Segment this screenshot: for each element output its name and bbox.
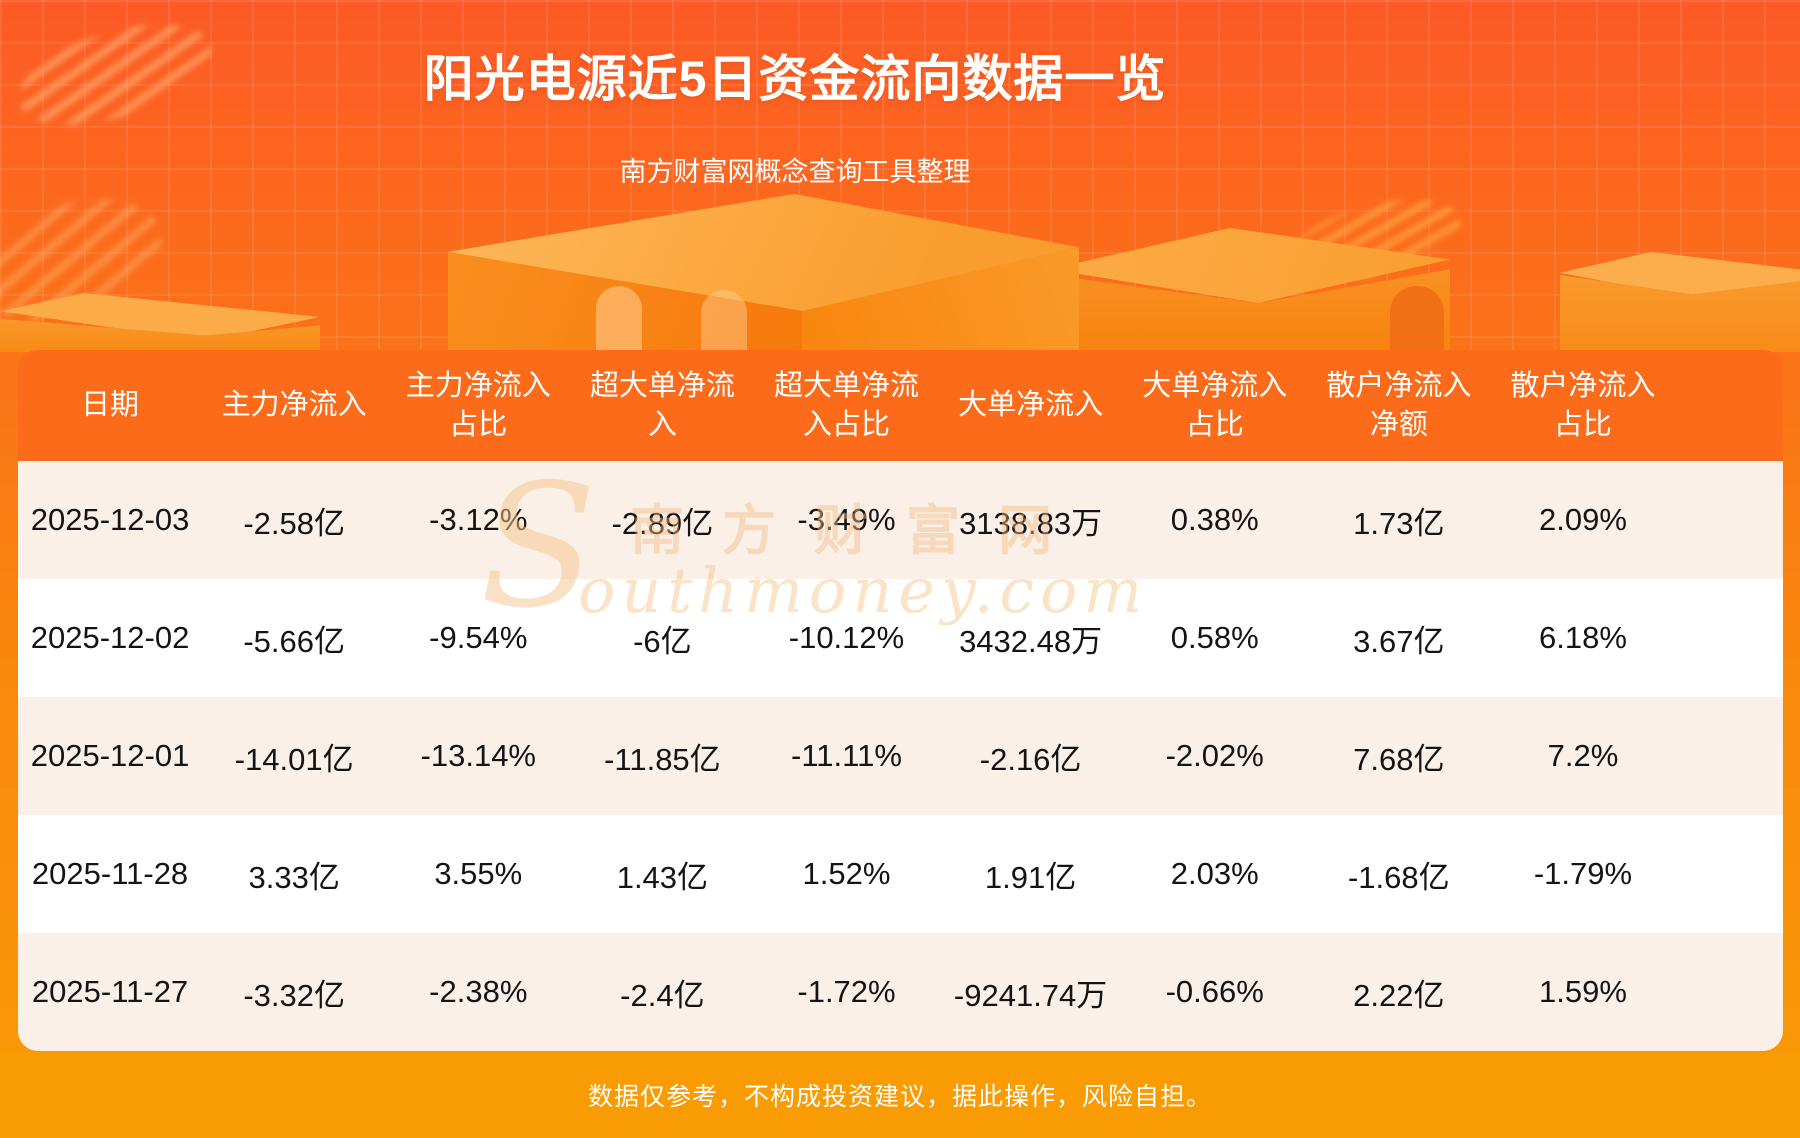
- table-cell: -6亿: [633, 623, 692, 659]
- table-cell: -14.01亿: [234, 741, 354, 777]
- table-cell: 3.67亿: [1353, 623, 1445, 659]
- table-cell: 1.91亿: [984, 859, 1077, 895]
- table-cell: -1.72%: [797, 974, 896, 1009]
- table-cell: -2.89亿: [611, 505, 714, 541]
- fund-flow-table: 日期 主力净流入 主力净流入 占比 超大单净流 入超大单净流 入占比 大单净流入 大单净流…: [18, 350, 1783, 1051]
- table-cell: -0.66%: [1165, 974, 1264, 1009]
- table-cell: 1.59%: [1538, 974, 1627, 1009]
- table-header-cell: 超大单净流 入: [589, 369, 735, 441]
- table-cell: -3.32亿: [243, 977, 345, 1013]
- table-cell: -9.54%: [429, 620, 528, 655]
- table-cell: 1.52%: [802, 856, 891, 891]
- table-cell: 2.09%: [1538, 502, 1627, 537]
- page-subtitle: 南方财富网概念查询工具整理: [619, 157, 971, 187]
- table-header-cell: 日期: [81, 389, 140, 421]
- table-header-cell: 散户净流入 占比: [1510, 369, 1656, 441]
- table-header-cell: 主力净流入: [221, 389, 367, 421]
- table-cell: -5.66亿: [243, 623, 345, 659]
- footer-disclaimer: 数据仅参考，不构成投资建议，据此操作，风险自担。: [587, 1083, 1212, 1111]
- table-cell: 0.58%: [1170, 620, 1259, 655]
- table-cell: -2.02%: [1165, 738, 1264, 773]
- podium-arch-window: [596, 286, 642, 352]
- table-cell: 1.73亿: [1353, 505, 1445, 541]
- table-header-cell: 大单净流入: [958, 389, 1104, 421]
- table-cell: -13.14%: [420, 738, 536, 773]
- table-body: 2025-12-03 -2.58亿 -3.12% -2.89亿 -3.49% 3138.8…: [18, 461, 1783, 1051]
- table-row: 2025-11-28 3.33亿 3.55% 1.43亿 1.52% 1.91亿 2.03%…: [18, 815, 1783, 933]
- table-cell: 3.55%: [434, 856, 523, 891]
- table-cell: -11.85亿: [604, 741, 721, 777]
- table-cell: 2025-12-01: [30, 738, 190, 773]
- table-cell: -9241.74万: [953, 977, 1108, 1013]
- table-cell: -1.68亿: [1347, 859, 1450, 895]
- table-cell: 2.03%: [1170, 856, 1259, 891]
- table-cell: -2.58亿: [243, 505, 345, 541]
- table-cell: 7.2%: [1547, 738, 1619, 773]
- podium-arch-window-dark: [1390, 286, 1444, 352]
- table-cell: 2.22亿: [1353, 977, 1445, 1013]
- table-cell: -11.11%: [791, 738, 902, 773]
- table-header-cell: 散户净流入 净额: [1326, 369, 1472, 441]
- table-row: 2025-12-02 -5.66亿 -9.54% -6亿 -10.12% 3432.48万…: [18, 579, 1783, 697]
- table-cell: 7.68亿: [1353, 741, 1445, 777]
- table-cell: 2025-11-27: [31, 974, 189, 1009]
- table-header-cell: 大单净流入 占比: [1142, 369, 1288, 441]
- table-cell: 2025-12-02: [30, 620, 190, 655]
- table-cell: 2025-12-03: [30, 502, 190, 537]
- table-row: 2025-12-03 -2.58亿 -3.12% -2.89亿 -3.49% 3138.8…: [18, 461, 1783, 579]
- table-cell: -3.49%: [797, 502, 896, 537]
- table-cell: -2.16亿: [979, 741, 1082, 777]
- table-header-cell: 主力净流入 占比: [405, 369, 551, 441]
- table-cell: -2.4亿: [620, 977, 705, 1013]
- table-cell: 3.33亿: [248, 859, 340, 895]
- page-title: 阳光电源近5日资金流向数据一览: [423, 51, 1167, 107]
- podium-arch-window: [701, 290, 747, 352]
- table-cell: -3.12%: [429, 502, 528, 537]
- table-row: 2025-11-27 -3.32亿 -2.38% -2.4亿 -1.72% -9241.7…: [18, 933, 1783, 1051]
- table-cell: 3138.83万: [959, 505, 1103, 541]
- table-cell: -2.38%: [429, 974, 528, 1009]
- table-cell: 6.18%: [1538, 620, 1627, 655]
- table-row: 2025-12-01 -14.01亿 -13.14% -11.85亿 -11.11% -2…: [18, 697, 1783, 815]
- table-cell: -1.79%: [1533, 856, 1633, 891]
- table-cell: 2025-11-28: [31, 856, 189, 891]
- footer-band: 数据仅参考，不构成投资建议，据此操作，风险自担。: [0, 1052, 1800, 1138]
- table-header-row: 日期 主力净流入 主力净流入 占比 超大单净流 入超大单净流 入占比 大单净流入 大单净流…: [18, 350, 1783, 461]
- table-cell: 1.43亿: [616, 859, 709, 895]
- heading-block: 阳光电源近5日资金流向数据一览 南方财富网概念查询工具整理: [0, 0, 1590, 189]
- table-cell: 3432.48万: [959, 623, 1103, 659]
- table-cell: 0.38%: [1170, 502, 1259, 537]
- table-header-cell: 超大单净流 入占比: [773, 369, 919, 441]
- table-cell: -10.12%: [788, 620, 905, 655]
